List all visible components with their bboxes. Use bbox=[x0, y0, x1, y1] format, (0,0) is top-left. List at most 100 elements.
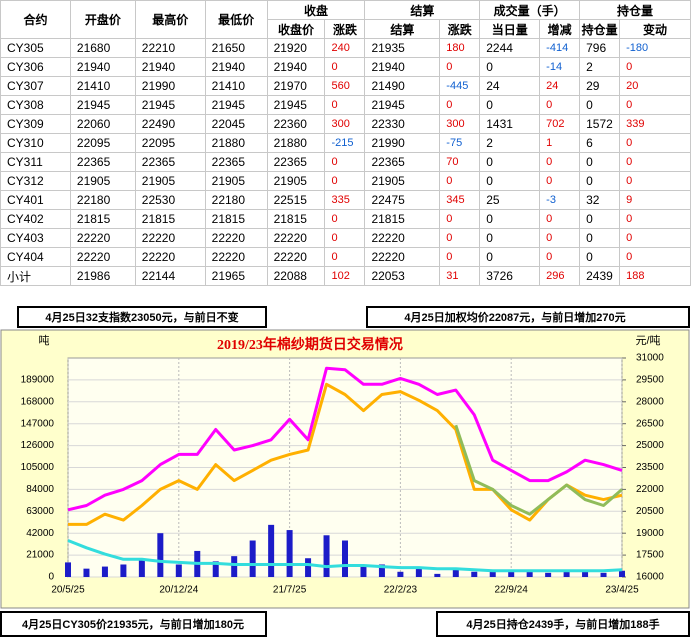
y2-tick-label: 28000 bbox=[636, 396, 664, 407]
table-cell: 9 bbox=[619, 190, 691, 210]
y2-tick-label: 20500 bbox=[636, 506, 664, 517]
table-cell: 21940 bbox=[69, 57, 136, 77]
table-cell: 2439 bbox=[579, 266, 621, 286]
y-tick-label: 0 bbox=[48, 572, 54, 583]
table-cell: 21880 bbox=[266, 133, 326, 153]
bar bbox=[600, 572, 607, 577]
table-cell: 0 bbox=[579, 95, 621, 115]
line bbox=[67, 539, 623, 573]
bar bbox=[323, 535, 330, 577]
table-cell: 0 bbox=[479, 57, 541, 77]
table-cell: 20 bbox=[619, 76, 691, 96]
bar bbox=[249, 540, 256, 577]
y-tick-label: 63000 bbox=[26, 506, 54, 517]
table-cell: 21965 bbox=[204, 266, 268, 286]
bar bbox=[157, 533, 164, 577]
table-cell: 1 bbox=[539, 133, 581, 153]
table-cell: 涨跌 bbox=[324, 19, 366, 39]
table-cell: 22220 bbox=[69, 228, 136, 248]
table-cell: 21935 bbox=[364, 38, 441, 58]
table-cell: 22095 bbox=[69, 133, 136, 153]
table-cell: 22053 bbox=[364, 266, 441, 286]
table-cell: 0 bbox=[619, 228, 691, 248]
table-cell: 21990 bbox=[364, 133, 441, 153]
table-cell: 0 bbox=[539, 209, 581, 229]
note: 4月25日32支指数23050元，与前日不变 bbox=[45, 310, 238, 324]
bar bbox=[545, 572, 552, 577]
table-cell: 21990 bbox=[134, 76, 206, 96]
table-cell: 0 bbox=[619, 95, 691, 115]
table-cell: 最低价 bbox=[204, 0, 268, 39]
table-cell: 29 bbox=[579, 76, 621, 96]
table-cell: 0 bbox=[579, 171, 621, 191]
table-row: CY401 22180 22530 22180 22515 335 22475 345 25 -3… bbox=[0, 190, 691, 210]
table-cell: 22360 bbox=[266, 114, 326, 134]
x-tick-label: 20/12/24 bbox=[159, 585, 198, 596]
bar bbox=[582, 571, 589, 577]
table-cell: 702 bbox=[539, 114, 581, 134]
table-cell: 22515 bbox=[266, 190, 326, 210]
y2-axis-label: 元/吨 bbox=[635, 334, 660, 347]
table-cell: 21905 bbox=[69, 171, 136, 191]
bar bbox=[526, 571, 533, 577]
note-box: 4月25日CY305价21935元，与前日增加180元 bbox=[0, 611, 267, 637]
line bbox=[454, 424, 623, 516]
table-cell: 22220 bbox=[204, 247, 268, 267]
table-cell: CY312 bbox=[0, 171, 71, 191]
table-cell: 22475 bbox=[364, 190, 441, 210]
table-cell: 22365 bbox=[364, 152, 441, 172]
table-row: CY306 21940 21940 21940 21940 0 21940 0 0 -14 2 0 bbox=[0, 57, 691, 77]
bar bbox=[397, 571, 404, 577]
data-table: 合约 开盘价 最高价 最低价 收盘 结算 成交量（手） 持仓量 收盘价 涨跌 结算 涨跌 当日量 增减 持仓… bbox=[0, 0, 691, 286]
table-cell: 变动 bbox=[619, 19, 691, 39]
table-cell: 70 bbox=[439, 152, 481, 172]
table-row: CY310 22095 22095 21880 21880 -215 21990 -75 2 1 6… bbox=[0, 133, 691, 153]
table-cell: 22365 bbox=[134, 152, 206, 172]
table-cell: 335 bbox=[324, 190, 366, 210]
table-cell: 22220 bbox=[266, 247, 326, 267]
table-cell: 21940 bbox=[134, 57, 206, 77]
y-tick-label: 84000 bbox=[26, 484, 54, 495]
table-cell: 21815 bbox=[134, 209, 206, 229]
table-cell: 21970 bbox=[266, 76, 326, 96]
table-cell: 24 bbox=[539, 76, 581, 96]
table-cell: 0 bbox=[539, 228, 581, 248]
table-cell: 0 bbox=[439, 228, 481, 248]
table-cell: 持仓量 bbox=[579, 19, 621, 39]
table-cell: -3 bbox=[539, 190, 581, 210]
table-cell: 240 bbox=[324, 38, 366, 58]
table-cell: 21815 bbox=[204, 209, 268, 229]
table-cell: 22095 bbox=[134, 133, 206, 153]
table-cell: 24 bbox=[479, 76, 541, 96]
table-cell: 21945 bbox=[204, 95, 268, 115]
table-cell: 0 bbox=[539, 247, 581, 267]
table-cell: 31 bbox=[439, 266, 481, 286]
table-cell: 0 bbox=[439, 57, 481, 77]
bar bbox=[360, 566, 367, 577]
table-cell: 1431 bbox=[479, 114, 541, 134]
table-cell: 22220 bbox=[134, 247, 206, 267]
table-cell: 21880 bbox=[204, 133, 268, 153]
bar bbox=[342, 540, 348, 577]
table-cell: 增减 bbox=[539, 19, 581, 39]
table-cell: -75 bbox=[439, 133, 481, 153]
bar bbox=[101, 566, 108, 577]
table-row: CY404 22220 22220 22220 22220 0 22220 0 0 0 0 0 bbox=[0, 247, 691, 267]
table-cell: 22365 bbox=[69, 152, 136, 172]
table-cell: 0 bbox=[539, 95, 581, 115]
table-cell: 0 bbox=[479, 171, 541, 191]
table-cell: 21905 bbox=[266, 171, 326, 191]
y2-tick-label: 29500 bbox=[636, 375, 664, 386]
table-cell: 22220 bbox=[364, 247, 441, 267]
table-cell: 296 bbox=[539, 266, 581, 286]
table-cell: 收盘价 bbox=[266, 19, 326, 39]
table-cell: 最高价 bbox=[134, 0, 206, 39]
table-cell: 21650 bbox=[204, 38, 268, 58]
table-cell: 21815 bbox=[69, 209, 136, 229]
bar bbox=[286, 530, 293, 577]
table-cell: 22210 bbox=[134, 38, 206, 58]
table-row: CY307 21410 21990 21410 21970 560 21490 -445 24 2… bbox=[0, 76, 691, 96]
table-cell: 22330 bbox=[364, 114, 441, 134]
table-cell: 300 bbox=[439, 114, 481, 134]
